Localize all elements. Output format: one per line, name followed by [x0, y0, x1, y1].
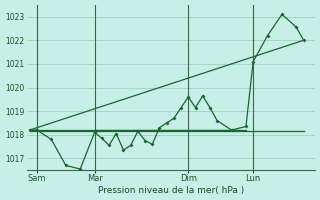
X-axis label: Pression niveau de la mer( hPa ): Pression niveau de la mer( hPa )	[98, 186, 244, 195]
